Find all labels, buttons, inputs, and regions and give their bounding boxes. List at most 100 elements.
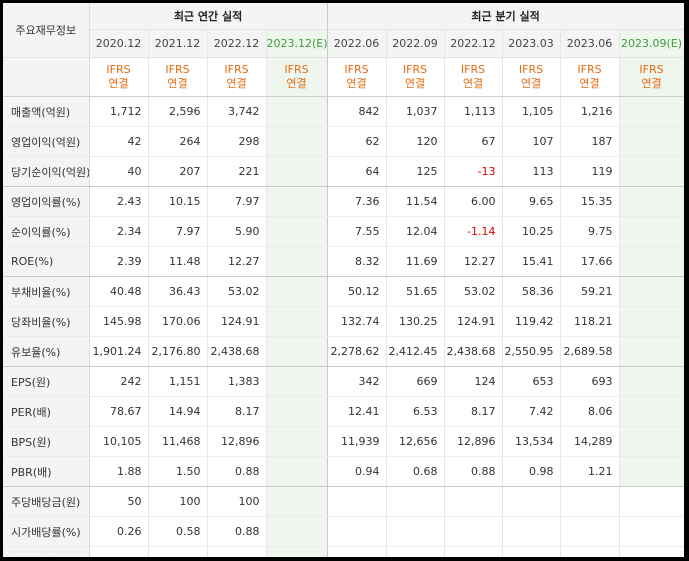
accounting-basis-cell: IFRS 연결 (386, 57, 445, 97)
quarter-value-cell: 118.21 (560, 306, 620, 337)
annual-value-cell: 0.88 (207, 456, 267, 487)
annual-value-cell: 7.97 (148, 216, 208, 247)
annual-value-cell: 2,176.80 (148, 336, 208, 367)
annual-value-cell: 2.34 (89, 216, 149, 247)
table-row: 영업이익(억원) 42 264 298 62 120 67 107 187 (3, 126, 684, 157)
quarter-period-header: 2022.09 (386, 29, 445, 58)
quarter-value-cell (444, 546, 503, 557)
annual-value-cell: 40.48 (89, 276, 149, 307)
quarter-value-cell (619, 456, 684, 487)
quarter-value-cell: 0.98 (502, 456, 561, 487)
basis-consolidation: 연결 (520, 77, 542, 90)
basis-consolidation: 연결 (226, 77, 247, 90)
annual-value-cell: 50 (89, 486, 149, 517)
basis-consolidation: 연결 (286, 77, 307, 90)
table-row: 시가배당률(%) 0.26 0.58 0.88 (3, 516, 684, 547)
quarter-value-cell: 0.88 (444, 456, 503, 487)
quarter-value-cell (502, 486, 561, 517)
row-label: 순이익률(%) (3, 216, 90, 247)
annual-value-cell: 298 (207, 126, 267, 157)
quarter-value-cell: 17.66 (560, 246, 620, 277)
row-label: ROE(%) (3, 246, 90, 277)
financial-summary-panel: 주요재무정보 최근 연간 실적 최근 분기 실적 2020.12 2021.12 2… (3, 3, 684, 557)
accounting-basis-cell: IFRS 연결 (148, 57, 208, 97)
quarter-value-cell (619, 306, 684, 337)
annual-value-cell: 100 (148, 486, 208, 517)
basis-consolidation: 연결 (579, 77, 600, 90)
annual-value-cell: 0.26 (89, 516, 149, 547)
basis-consolidation: 연결 (346, 77, 367, 90)
annual-value-cell (266, 96, 328, 127)
annual-value-cell: 1,901.24 (89, 336, 149, 367)
quarter-value-cell: 1,105 (502, 96, 561, 127)
annual-value-cell: 1.50 (148, 456, 208, 487)
quarter-value-cell (619, 516, 684, 547)
annual-value-cell (266, 156, 328, 187)
row-label: PER(배) (3, 396, 90, 427)
quarter-value-cell: 53.02 (444, 276, 503, 307)
quarter-value-cell: 124.91 (444, 306, 503, 337)
basis-consolidation: 연결 (167, 77, 188, 90)
quarter-value-cell: 669 (386, 366, 445, 397)
quarter-value-cell (619, 126, 684, 157)
annual-value-cell (266, 426, 328, 457)
annual-value-cell: 7.97 (207, 186, 267, 217)
annual-value-cell: 5.90 (207, 216, 267, 247)
row-label: BPS(원) (3, 426, 90, 457)
table-row: PBR(배) 1.88 1.50 0.88 0.94 0.68 0.88 0.98 1.21 (3, 456, 684, 487)
row-label: 영업이익(억원) (3, 126, 90, 157)
quarter-value-cell (386, 486, 445, 517)
annual-value-cell: 11.48 (148, 246, 208, 277)
annual-value-cell: 1.88 (89, 456, 149, 487)
quarter-value-cell: 15.35 (560, 186, 620, 217)
quarter-value-cell: 12.04 (386, 216, 445, 247)
quarter-value-cell: 1,216 (560, 96, 620, 127)
accounting-basis-cell: IFRS 연결 (444, 57, 503, 97)
label-column-header: 주요재무정보 (3, 3, 90, 58)
quarter-value-cell: 11,939 (327, 426, 387, 457)
quarter-value-cell: 14,289 (560, 426, 620, 457)
basis-standard: IFRS (344, 63, 369, 76)
quarter-value-cell: 7.36 (327, 186, 387, 217)
quarter-value-cell: 132.74 (327, 306, 387, 337)
quarter-value-cell (619, 336, 684, 367)
quarter-value-cell (560, 546, 620, 557)
quarter-value-cell: 653 (502, 366, 561, 397)
quarter-value-cell: -13 (444, 156, 503, 187)
quarter-value-cell (502, 546, 561, 557)
table-row: 당기순이익(억원) 40 207 221 64 125 -13 113 119 (3, 156, 684, 187)
annual-value-cell (266, 186, 328, 217)
annual-value-cell: 8.17 (207, 396, 267, 427)
quarter-value-cell (619, 96, 684, 127)
annual-value-cell: 78.67 (89, 396, 149, 427)
annual-value-cell (266, 396, 328, 427)
quarter-value-cell (560, 516, 620, 547)
annual-value-cell: 12.27 (207, 246, 267, 277)
quarter-value-cell: 124 (444, 366, 503, 397)
quarter-value-cell: 10.25 (502, 216, 561, 247)
quarter-value-cell (444, 516, 503, 547)
row-label: 매출액(억원) (3, 96, 90, 127)
quarter-value-cell (327, 516, 387, 547)
quarter-value-cell: 125 (386, 156, 445, 187)
annual-value-cell: 221 (207, 156, 267, 187)
table-row: BPS(원) 10,105 11,468 12,896 11,939 12,656 12,8… (3, 426, 684, 457)
quarter-value-cell: 2,550.95 (502, 336, 561, 367)
quarter-value-cell: 113 (502, 156, 561, 187)
quarter-period-header: 2023.03 (502, 29, 561, 58)
annual-value-cell: 1,712 (89, 96, 149, 127)
annual-value-cell: 145.98 (89, 306, 149, 337)
annual-value-cell (266, 246, 328, 277)
annual-value-cell: 242 (89, 366, 149, 397)
table-row: 영업이익률(%) 2.43 10.15 7.97 7.36 11.54 6.00 9.65 15… (3, 186, 684, 217)
quarter-value-cell: 2,278.62 (327, 336, 387, 367)
annual-value-cell: 10.15 (148, 186, 208, 217)
quarter-value-cell: 12,896 (444, 426, 503, 457)
annual-value-cell: 8.26 (148, 546, 208, 557)
quarter-value-cell (619, 426, 684, 457)
accounting-basis-cell: IFRS 연결 (560, 57, 620, 97)
quarter-value-cell: 2,689.58 (560, 336, 620, 367)
accounting-basis-cell: IFRS 연결 (327, 57, 387, 97)
annual-value-cell: 2.39 (89, 246, 149, 277)
quarter-value-cell: 119.42 (502, 306, 561, 337)
